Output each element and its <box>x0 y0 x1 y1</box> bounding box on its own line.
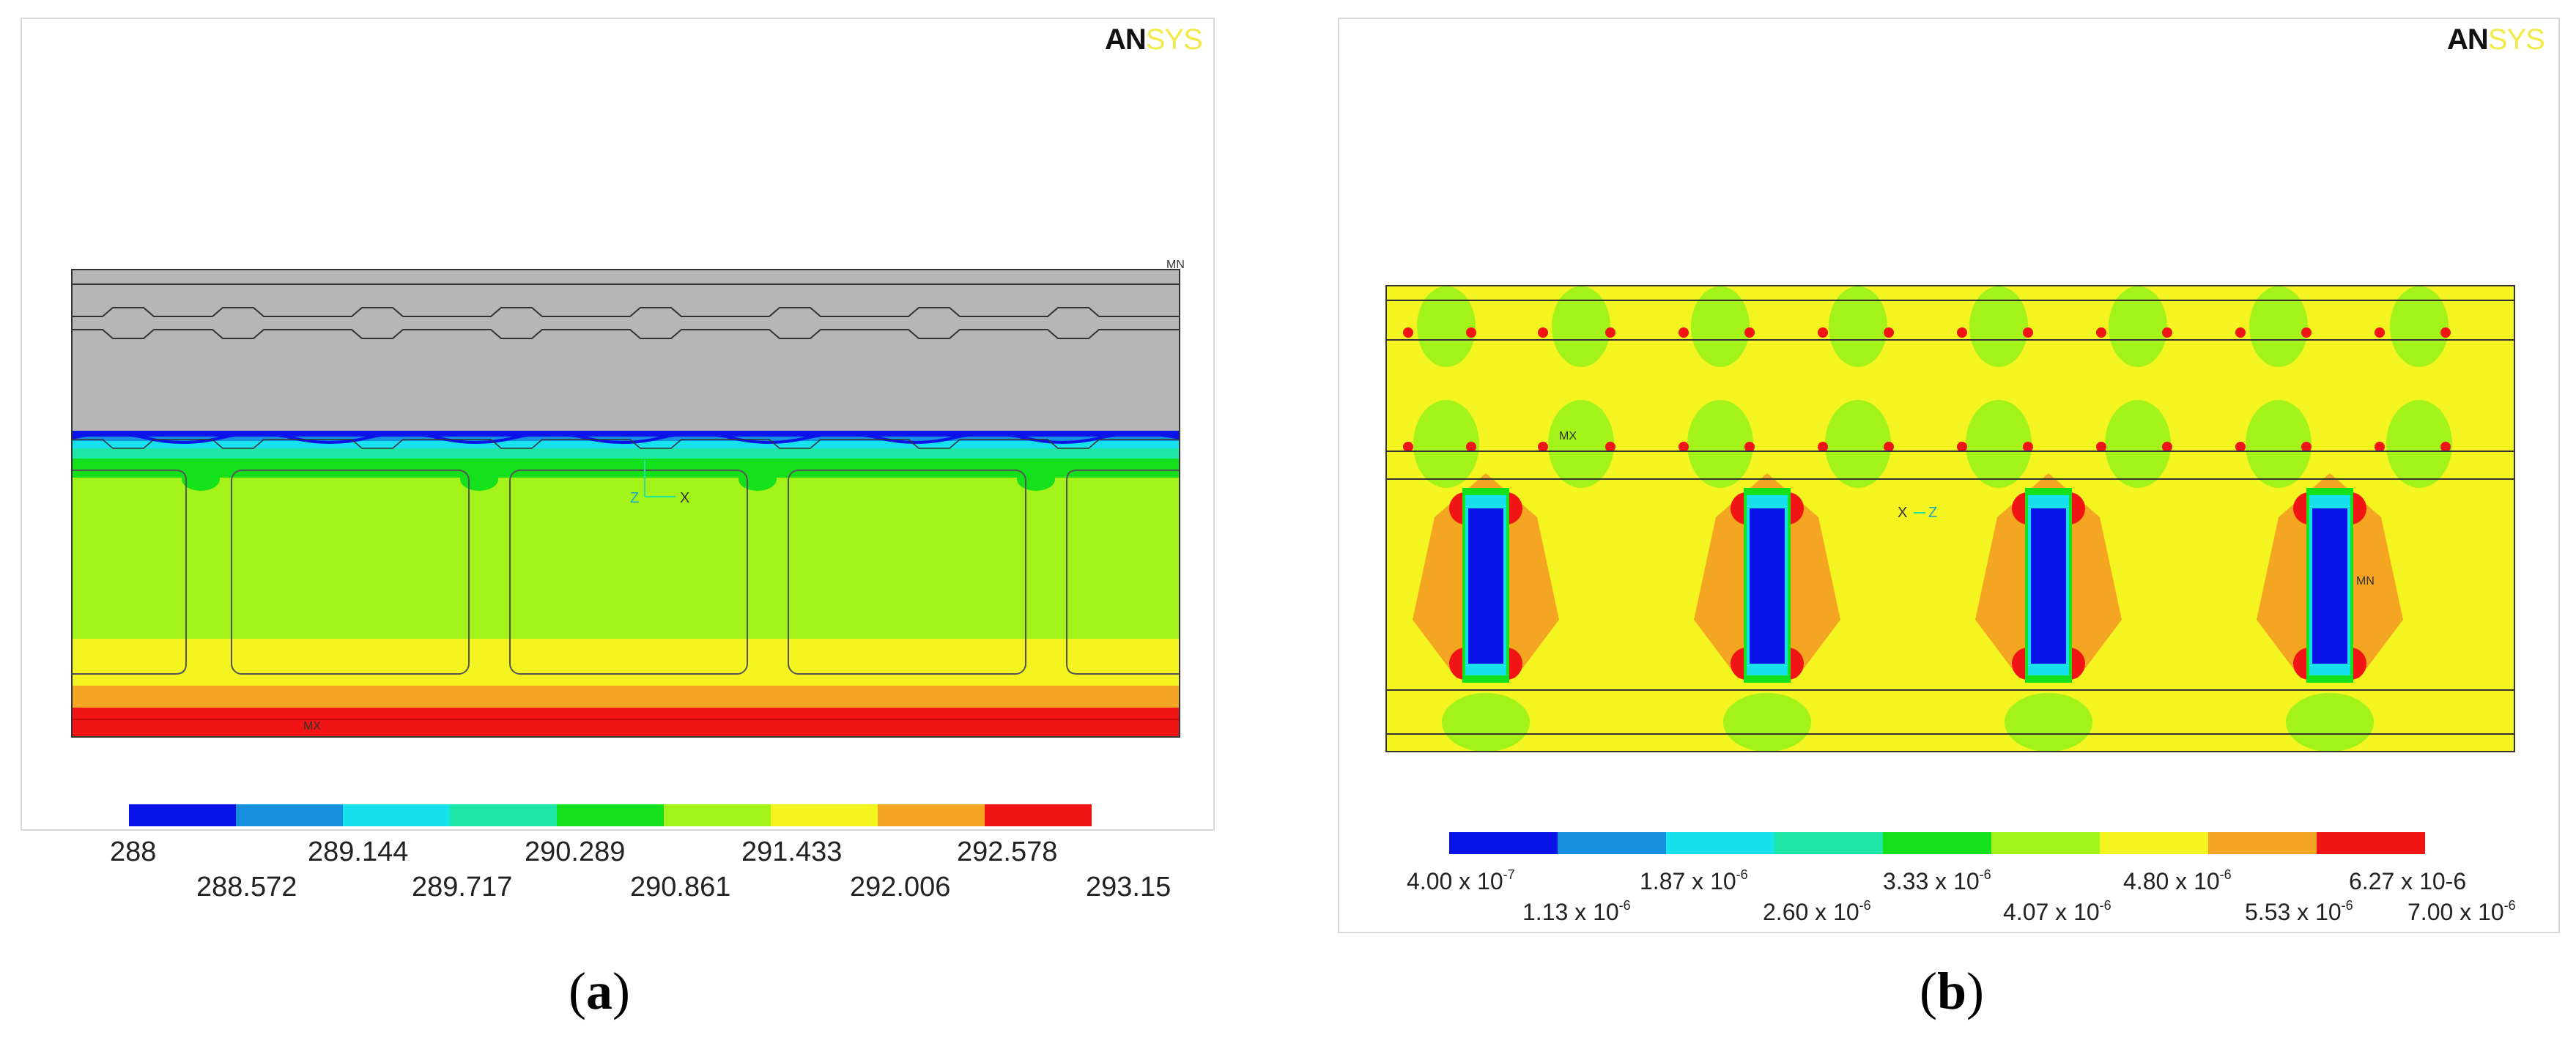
cover-layer-region <box>72 270 1180 438</box>
ansys-logo: ANSYS <box>2447 23 2545 56</box>
axis-label-z: Z <box>630 490 639 506</box>
panel-b: ANSYS <box>1338 18 2560 933</box>
color-legend <box>129 804 1092 826</box>
legend-a-top-4: 292.578 <box>957 837 1057 867</box>
legend-a-top-2: 290.289 <box>525 837 625 867</box>
ansys-logo: ANSYS <box>1105 23 1203 56</box>
column-4 <box>2312 508 2347 664</box>
legend-a-bottom-1: 289.717 <box>412 872 512 902</box>
legend-a-top-1: 289.144 <box>308 837 408 867</box>
column-3 <box>2031 508 2066 664</box>
column-2 <box>1750 508 1785 664</box>
legend-b-top-1: 1.87 x 10-6 <box>1640 867 1748 894</box>
legend-b-top-4: 6.27 x 10-6 <box>2349 868 2466 894</box>
legend-b-bottom-1: 2.60 x 10-6 <box>1763 898 1871 925</box>
legend-a-bottom-3: 292.006 <box>850 872 950 902</box>
legend-a-bottom-0: 288.572 <box>196 872 297 902</box>
legend-b-bottom-4: 7.00 x 10-6 <box>2407 898 2516 925</box>
caption-a: (a) <box>569 962 630 1020</box>
panel-a: ANSYS <box>21 18 1215 831</box>
legend-b-top-2: 3.33 x 10-6 <box>1883 867 1991 894</box>
legend-b-top-3: 4.80 x 10-6 <box>2123 867 2232 894</box>
caption-b: (b) <box>1920 962 1985 1020</box>
temperature-contour-plot: Z X MN MX <box>71 259 1185 826</box>
max-marker: MX <box>1559 430 1577 442</box>
axis-label-x: X <box>1898 505 1907 521</box>
legend-b-bottom-3: 5.53 x 10-6 <box>2245 898 2353 925</box>
legend-a-top-0: 288 <box>110 837 156 867</box>
legend-a-top-3: 291.433 <box>741 837 842 867</box>
axis-label-x: X <box>680 490 689 506</box>
color-legend <box>1449 832 2425 854</box>
legend-a-bottom-2: 290.861 <box>630 872 730 902</box>
max-marker: MX <box>303 720 321 733</box>
legend-a-bottom-4: 293.15 <box>1086 872 1171 902</box>
stress-contour-plot: MX MN X Z 4.00 x 10-7 1.87 x 10-6 3.33 x… <box>1385 285 2516 925</box>
min-marker: MN <box>1166 259 1185 271</box>
axis-label-z: Z <box>1928 505 1937 521</box>
legend-b-top-0: 4.00 x 10-7 <box>1407 867 1515 894</box>
column-1 <box>1468 508 1503 664</box>
legend-b-bottom-2: 4.07 x 10-6 <box>2003 898 2111 925</box>
legend-b-bottom-0: 1.13 x 10-6 <box>1522 898 1631 925</box>
min-marker: MN <box>2356 575 2375 587</box>
